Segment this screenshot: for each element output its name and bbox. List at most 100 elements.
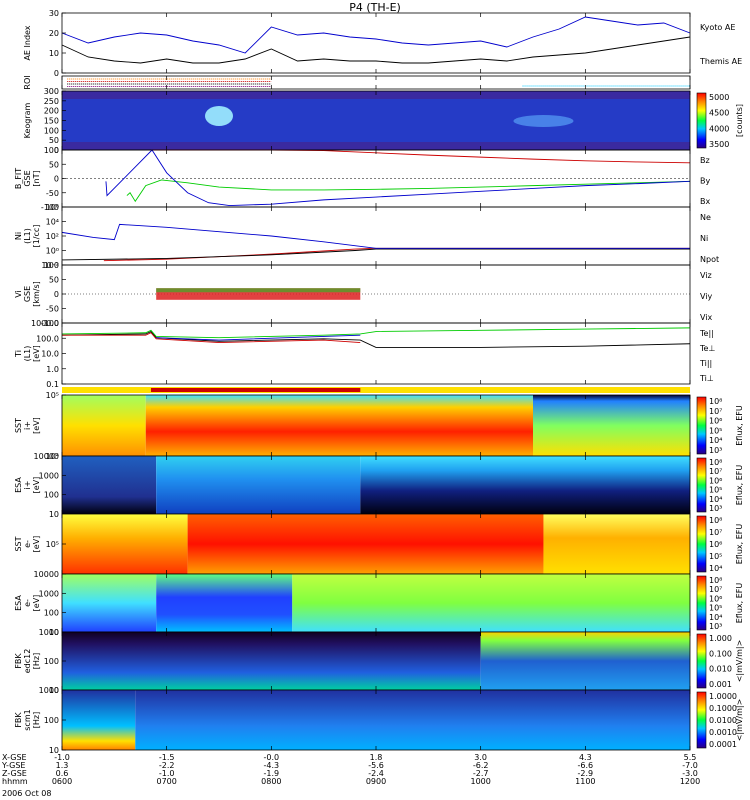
fbk_e12-ytick-2: 1000 [39, 628, 59, 637]
esa_e-cbar-label-3: 10⁵ [709, 604, 722, 613]
fbk_scm-ylabel-1: scm1 [23, 709, 32, 730]
bfit-series-1 [126, 179, 691, 203]
ni-series-1 [61, 248, 690, 261]
bfit-ytick-0: -100 [41, 203, 59, 212]
ni-ylabel-2: [1/cc] [32, 225, 41, 248]
ae-ylabel-0: AE Index [23, 25, 32, 60]
ni-legend-0: Ne [700, 213, 711, 222]
ni-series-2 [61, 223, 690, 249]
sst_i-cbar-label-2: 10⁶ [709, 417, 722, 426]
ti-frame [61, 322, 691, 385]
esa_e-band-1 [156, 574, 293, 632]
esa_i-band-2 [360, 456, 690, 514]
fbk_e12-cbar-unit: <|mV/m|> [735, 640, 744, 683]
footer-value-1-5: -6.6 [578, 761, 594, 770]
vi-noise-red [156, 288, 361, 300]
ae-ytick-2: 20 [49, 29, 59, 38]
fbk_scm-ytick-0: 10 [49, 746, 59, 755]
esa_i-cbar-label-0: 10⁸ [709, 458, 722, 467]
keogram-cbar-unit: [counts] [735, 104, 744, 137]
ni-series-0 [103, 247, 690, 262]
sst_e-cbar-unit: Eflux, EFU [735, 524, 744, 565]
footer-value-0-0: -1.0 [54, 753, 70, 762]
esa_i-band-1 [156, 456, 361, 514]
ti-legend-3: Ti⊥ [699, 374, 714, 383]
esa_i-cbar-label-5: 10³ [709, 504, 722, 513]
sst_i-ylabel-0: SST [14, 418, 23, 433]
sst_i-cbar-label-3: 10⁵ [709, 426, 722, 435]
ti-series-3 [156, 334, 361, 341]
fbk_scm-ylabel-2: [Hz] [32, 712, 41, 728]
esa_i-cbar-unit: Eflux, EFU [735, 465, 744, 506]
fbk_scm-cbar-label-3: 0.0010 [709, 728, 737, 737]
bfit-legend-1: By [700, 177, 710, 186]
footer-value-3-0: 0600 [52, 777, 72, 786]
fbk_e12-cbar-label-3: 0.001 [709, 680, 732, 689]
ni-legend-2: Npot [700, 255, 719, 264]
sst_i-band-2 [533, 395, 690, 456]
bfit-series-0 [150, 149, 691, 164]
esa_e-cbar-label-1: 10⁷ [709, 585, 722, 594]
fbk_scm-cbar-label-4: 0.0001 [709, 740, 737, 749]
fbk_e12-ylabel-1: edc12 [23, 649, 32, 674]
ti-ytick-1: 1.0 [46, 365, 59, 374]
vi-legend-0: Viz [700, 271, 712, 280]
esa_i-cbar-label-2: 10⁶ [709, 476, 722, 485]
footer-value-0-2: -0.0 [264, 753, 280, 762]
ae-legend-1: Themis AE [699, 57, 742, 66]
vi-noise-green [156, 288, 361, 293]
footer-date: 2006 Oct 08 [2, 789, 51, 798]
footer-value-3-6: 1200 [680, 777, 700, 786]
ae-ytick-1: 10 [49, 49, 59, 58]
fbk_scm-cbar-label-0: 1.0000 [709, 692, 737, 701]
keogram-ylabel-0: Keogram [23, 102, 32, 138]
esa_i-ylabel-1: i+ [23, 481, 32, 490]
footer-value-0-5: 4.3 [579, 753, 592, 762]
bfit-ylabel-1: GSE [23, 170, 32, 186]
esa_e-ytick-1: 100 [44, 609, 59, 618]
sst_e-ylabel-2: [eV] [32, 536, 41, 553]
fbk_e12-cbar-label-0: 1.000 [709, 634, 732, 643]
fbk_scm-cbar-label-1: 0.1000 [709, 704, 737, 713]
footer-value-3-2: 0800 [261, 777, 281, 786]
sst_i-cbar-label-0: 10⁸ [709, 397, 722, 406]
ti-ylabel-1: (L1) [23, 346, 32, 362]
ae-ytick-3: 30 [49, 9, 59, 18]
esa_e-ylabel-2: [eV] [32, 595, 41, 612]
sst_e-band-2 [543, 514, 690, 574]
keogram-band [62, 99, 690, 142]
vi-ytick-0: -100 [41, 319, 59, 328]
bfit-ytick-3: 50 [49, 160, 59, 169]
sst_e-ytick-0: 10⁵ [46, 540, 59, 549]
ni-frame [61, 206, 691, 266]
footer-label-3: hhmm [2, 777, 28, 786]
fbk_scm-ytick-1: 100 [44, 716, 59, 725]
sst_e-ylabel-0: SST [14, 536, 23, 551]
esa_e-cbar-label-5: 10³ [709, 622, 722, 631]
sst_e-band-0 [62, 514, 188, 574]
fbk_e12-cbar-label-1: 0.100 [709, 649, 732, 658]
sst_e-ylabel-1: e- [23, 540, 32, 548]
footer-value-3-3: 0900 [366, 777, 386, 786]
sst_i-ylabel-2: [eV] [32, 417, 41, 434]
ae-series-1 [61, 36, 691, 64]
footer-value-2-4: -2.7 [473, 769, 489, 778]
fbk_e12-band-0 [62, 632, 481, 690]
sst_i-band-0 [62, 395, 146, 456]
interval-bar-red [150, 388, 361, 392]
ni-ytick-4: 10⁶ [46, 203, 59, 212]
sst_e-cbar-label-0: 10⁸ [709, 516, 722, 525]
footer-label-2: Z-GSE [2, 769, 27, 778]
keogram-ytick-3: 150 [44, 117, 59, 126]
sst_i-ytick-0: 10⁴ [46, 452, 59, 461]
sst_e-cbar-label-2: 10⁶ [709, 540, 722, 549]
esa_e-ytick-3: 10000 [34, 570, 59, 579]
footer-value-2-1: -1.0 [159, 769, 175, 778]
bfit-ylabel-2: [nT] [32, 170, 41, 186]
plot-title: P4 (TH-E) [349, 1, 401, 14]
footer-value-0-3: 1.8 [370, 753, 383, 762]
sst_i-colorbar [696, 396, 707, 455]
bfit-legend-0: Bz [700, 156, 710, 165]
ae-series-0 [61, 16, 691, 54]
fbk_scm-colorbar [696, 691, 707, 749]
